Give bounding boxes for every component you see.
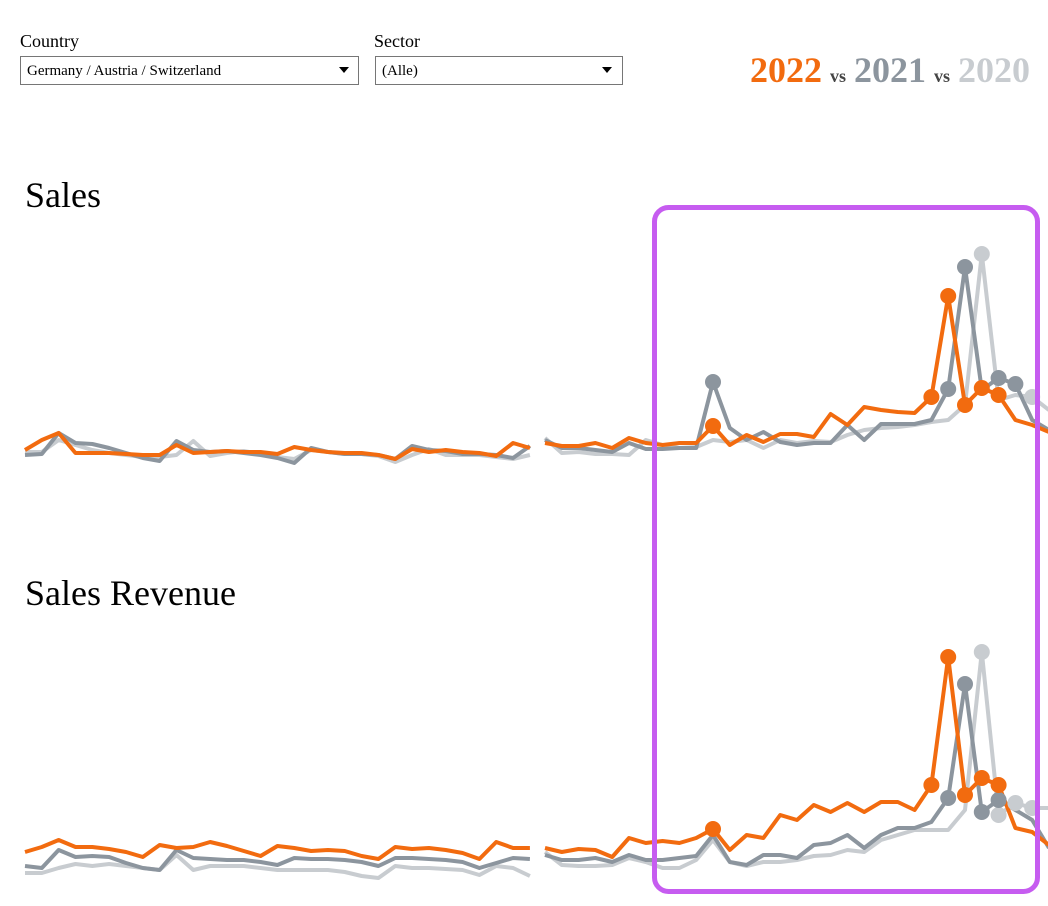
highlight-box — [652, 205, 1040, 894]
legend-separator: vs — [934, 66, 950, 86]
series-line — [24, 848, 531, 872]
point-marker — [957, 259, 973, 275]
dropdown[interactable] — [375, 56, 623, 85]
series-line — [24, 838, 530, 861]
point-marker — [957, 397, 973, 413]
point-marker — [940, 381, 957, 397]
filter-label: Country — [20, 31, 79, 51]
point-marker — [990, 387, 1007, 403]
dropdown-value[interactable]: Germany / Austria / Switzerland — [27, 63, 222, 79]
series-line — [24, 431, 532, 465]
point-marker — [940, 790, 957, 806]
legend-entry: 2022 — [750, 50, 822, 90]
legend-entry: 2020 — [958, 50, 1030, 90]
series-line — [23, 431, 531, 461]
point-marker — [990, 777, 1007, 793]
point-marker — [990, 370, 1007, 386]
point-marker — [1007, 376, 1024, 392]
series-line — [544, 682, 1048, 867]
plots — [23, 246, 1048, 880]
point-marker — [923, 389, 940, 405]
point-marker — [990, 807, 1007, 823]
point-marker — [923, 777, 940, 793]
point-marker — [973, 380, 990, 396]
dropdown-value[interactable]: (Alle) — [382, 63, 418, 79]
chart-title: Sales Revenue — [25, 573, 236, 613]
point-marker — [957, 676, 973, 692]
point-marker — [940, 288, 957, 304]
legend-entry: 2021 — [854, 50, 926, 90]
point-marker — [973, 246, 990, 262]
series-line — [25, 853, 531, 880]
point-marker — [705, 418, 721, 434]
point-marker — [705, 821, 721, 837]
point-marker — [973, 804, 990, 820]
legend-separator: vs — [830, 66, 846, 86]
point-marker — [990, 792, 1007, 808]
point-marker — [973, 770, 990, 786]
legend: 2022 vs 2021 vs 2020 — [750, 50, 1030, 90]
point-marker — [1007, 795, 1024, 811]
dropdown[interactable] — [20, 56, 359, 85]
dropdown-arrow[interactable] — [339, 67, 349, 73]
series-line — [543, 252, 1048, 457]
chart-title: Sales — [25, 175, 101, 215]
point-marker — [940, 649, 957, 665]
series-line — [544, 265, 1048, 454]
dropdown-arrow[interactable] — [602, 67, 612, 73]
filter-label: Sector — [374, 31, 420, 51]
point-marker — [957, 787, 973, 803]
point-marker — [973, 644, 990, 660]
series-line — [543, 650, 1048, 870]
point-marker — [705, 374, 721, 390]
